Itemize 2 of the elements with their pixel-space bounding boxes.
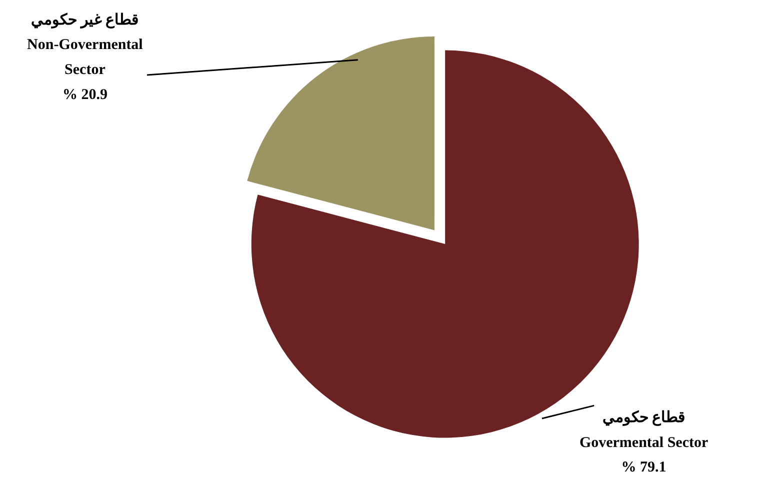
data-label: % 20.9 [62,86,108,103]
data-label: % 79.1 [621,460,666,476]
